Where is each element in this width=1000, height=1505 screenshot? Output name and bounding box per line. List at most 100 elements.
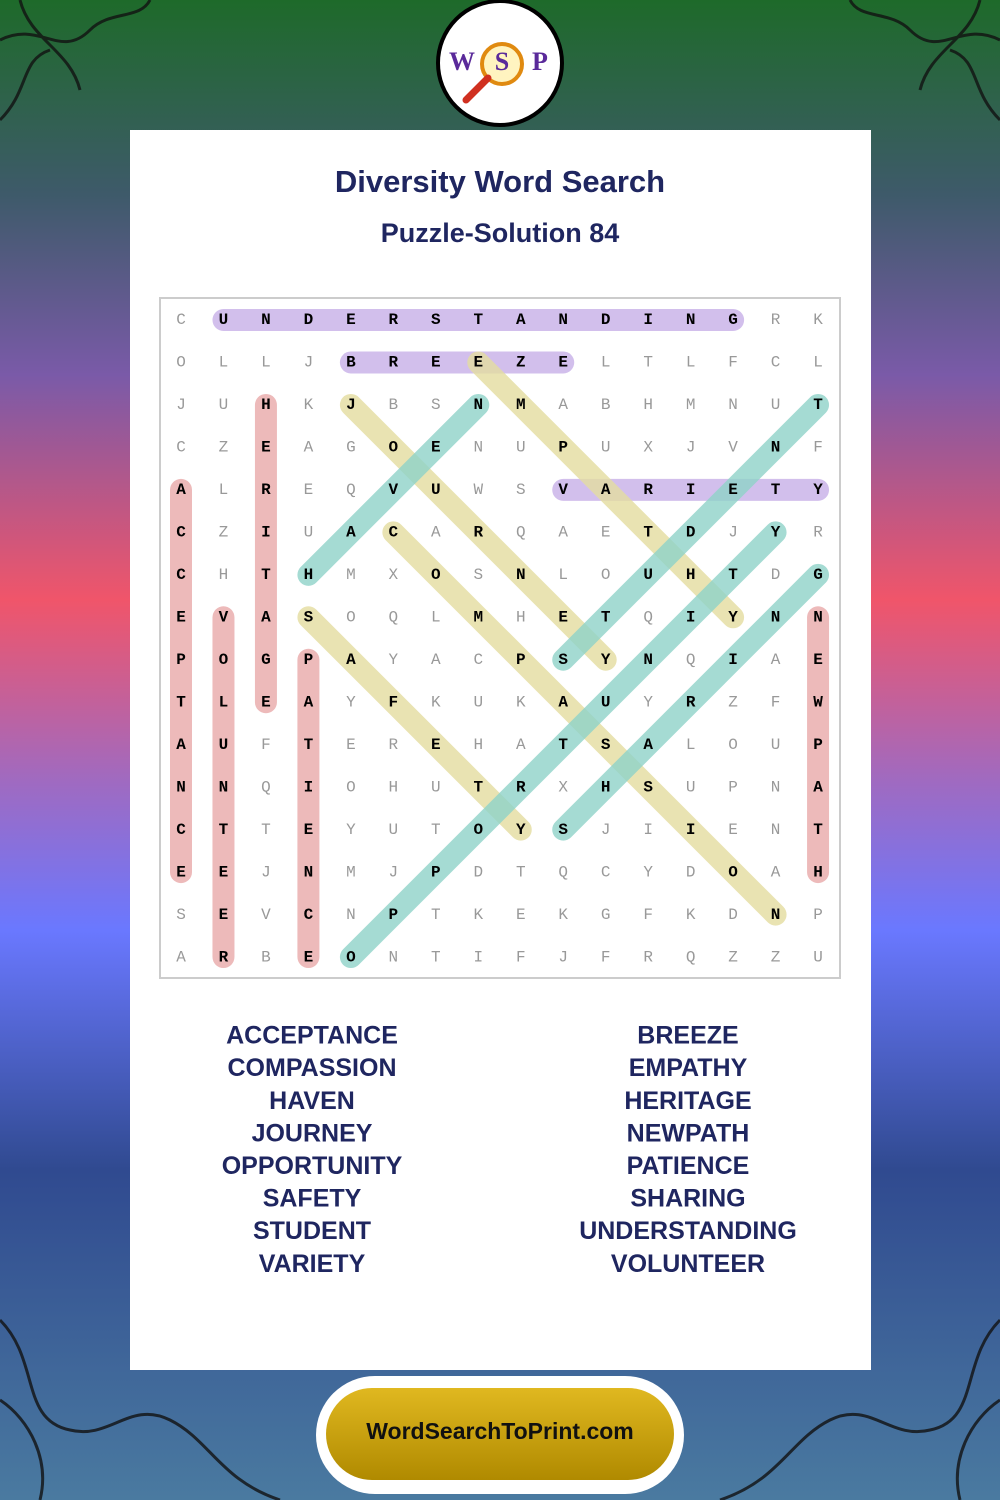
grid-letter: V xyxy=(261,906,271,924)
grid-letter: B xyxy=(601,396,611,414)
grid-letter: H xyxy=(686,566,696,584)
grid-letter: G xyxy=(601,906,611,924)
grid-letter: A xyxy=(516,736,526,754)
grid-letter: J xyxy=(176,396,186,414)
grid-letter: T xyxy=(601,609,611,627)
grid-letter: N xyxy=(219,778,229,796)
word: NEWPATH xyxy=(627,1119,750,1147)
grid-letter: P xyxy=(304,651,314,669)
grid-letter: E xyxy=(431,736,441,754)
grid-letter: Y xyxy=(771,524,781,542)
grid-letter: H xyxy=(813,863,823,881)
grid-letter: Y xyxy=(389,651,399,669)
grid-letter: N xyxy=(346,906,356,924)
highlight xyxy=(339,521,787,969)
grid-letter: N xyxy=(771,906,781,924)
grid-letter: M xyxy=(346,566,356,584)
grid-letter: N xyxy=(176,778,186,796)
grid-letter: K xyxy=(558,906,568,924)
word: BREEZE xyxy=(637,1022,738,1050)
grid-letter: P xyxy=(558,439,568,457)
grid-letter: U xyxy=(473,693,483,711)
grid-letter: O xyxy=(728,736,738,754)
grid-letter: C xyxy=(176,524,186,542)
footer-site[interactable]: WordSearchToPrint.com xyxy=(366,1418,634,1444)
grid-letter: U xyxy=(771,736,781,754)
grid-letter: B xyxy=(389,396,399,414)
grid-letter: S xyxy=(431,396,441,414)
grid-letter: E xyxy=(516,906,526,924)
title: Diversity Word Search xyxy=(335,164,665,199)
grid-letter: Q xyxy=(261,778,271,796)
grid-letter: R xyxy=(473,524,483,542)
grid-letter: Q xyxy=(686,651,696,669)
grid-letter: T xyxy=(176,693,186,711)
grid-letter: H xyxy=(304,566,314,584)
grid-letter: Y xyxy=(516,821,526,839)
grid-letter: U xyxy=(771,396,781,414)
grid-letter: P xyxy=(813,906,823,924)
grid-letter: W xyxy=(813,693,823,711)
grid-letter: S xyxy=(601,736,611,754)
grid-letter: C xyxy=(771,354,781,372)
grid-letter: N xyxy=(771,778,781,796)
grid-letter: J xyxy=(601,821,611,839)
grid-letter: S xyxy=(643,778,653,796)
grid-letter: M xyxy=(473,609,483,627)
grid-letter: I xyxy=(686,609,696,627)
grid-letter: M xyxy=(686,396,696,414)
word: OPPORTUNITY xyxy=(222,1152,403,1180)
grid-letter: V xyxy=(728,439,738,457)
grid-letter: A xyxy=(771,863,781,881)
grid-letter: A xyxy=(346,524,356,542)
grid-letter: E xyxy=(261,693,271,711)
grid-letter: H xyxy=(219,566,229,584)
grid-letter: K xyxy=(431,693,441,711)
grid-letter: O xyxy=(219,651,229,669)
grid-letter: J xyxy=(346,396,356,414)
grid-letter: G xyxy=(813,566,823,584)
grid-letter: M xyxy=(346,863,356,881)
grid-letter: N xyxy=(771,821,781,839)
grid-letter: R xyxy=(686,693,696,711)
grid-letter: S xyxy=(176,906,186,924)
grid-letter: T xyxy=(558,736,568,754)
highlights xyxy=(170,309,830,969)
grid-letter: J xyxy=(261,863,271,881)
grid-letter: L xyxy=(558,566,568,584)
footer-button[interactable] xyxy=(326,1388,674,1480)
highlight xyxy=(339,393,617,671)
grid-letter: A xyxy=(431,651,441,669)
grid-letter: Y xyxy=(643,693,653,711)
grid-letter: I xyxy=(261,524,271,542)
word: VARIETY xyxy=(259,1250,366,1278)
grid-letter: X xyxy=(558,778,568,796)
grid-letter: P xyxy=(431,863,441,881)
grid-letter: I xyxy=(728,651,738,669)
grid-letter: T xyxy=(473,311,483,329)
grid-letter: N xyxy=(643,651,653,669)
grid-letter: T xyxy=(431,948,441,966)
grid-letter: P xyxy=(813,736,823,754)
grid-letter: C xyxy=(473,651,483,669)
grid-letter: N xyxy=(389,948,399,966)
grid-letter: I xyxy=(686,481,696,499)
grid-letter: S xyxy=(304,609,314,627)
grid-letter: Y xyxy=(346,693,356,711)
grid-letter: D xyxy=(601,311,611,329)
grid-letter: R xyxy=(389,736,399,754)
grid-letter: Y xyxy=(601,651,611,669)
grid-letter: T xyxy=(771,481,781,499)
grid-letter: F xyxy=(601,948,611,966)
grid-letter: I xyxy=(686,821,696,839)
grid-letter: Z xyxy=(219,439,229,457)
word: UNDERSTANDING xyxy=(579,1217,797,1245)
grid-letter: U xyxy=(219,311,229,329)
grid-letter: T xyxy=(304,736,314,754)
grid-letter: O xyxy=(431,566,441,584)
grid-letter: G xyxy=(261,651,271,669)
grid-letter: Y xyxy=(346,821,356,839)
grid-letter: Q xyxy=(389,609,399,627)
grid-letter: T xyxy=(261,566,271,584)
